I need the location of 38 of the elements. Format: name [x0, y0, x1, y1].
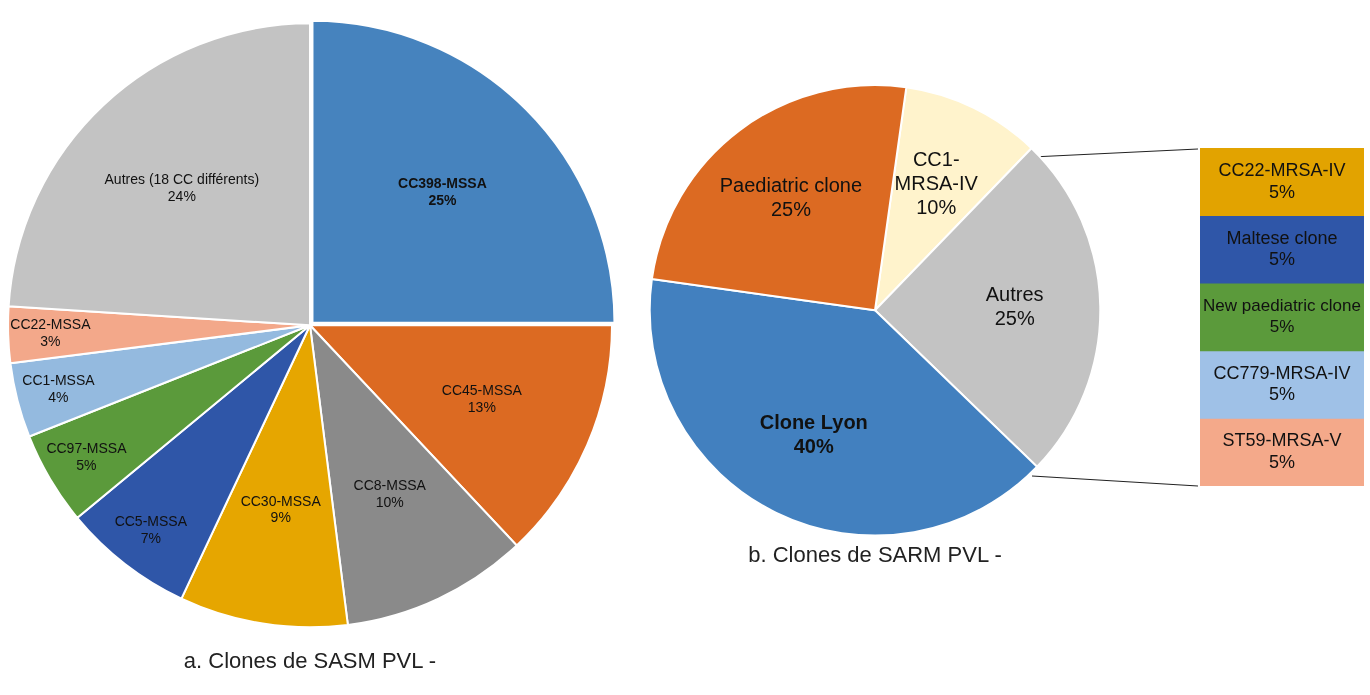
slice-label: CC5-MSSA — [114, 512, 188, 529]
data-label: 10% — [375, 493, 404, 510]
data-label: 13% — [467, 398, 496, 415]
data-label: 4% — [48, 389, 69, 406]
slice-label: Clone Lyon — [759, 411, 868, 434]
slice-label: CC30-MSSA — [240, 492, 322, 509]
data-label: 5% — [1268, 249, 1296, 270]
slice-label: CC1-MRSA-IV — [894, 148, 979, 195]
data-label: 5% — [1268, 384, 1296, 405]
data-label: 5% — [76, 456, 97, 473]
slice-label: Paediatric clone — [719, 174, 863, 197]
data-label: 3% — [40, 332, 61, 349]
data-label: 9% — [270, 509, 291, 526]
slice-label: Autres — [985, 283, 1044, 306]
slice-label: CC398-MSSA — [398, 175, 487, 192]
slice-label: Autres (18 CC différents) — [104, 171, 260, 188]
category-label: New paediatric clone — [1203, 295, 1361, 315]
slice-label: CC8-MSSA — [353, 477, 427, 494]
category-label: ST59-MRSA-V — [1222, 430, 1342, 451]
data-label: 7% — [140, 529, 161, 546]
category-label: CC779-MRSA-IV — [1213, 362, 1351, 383]
slice-label: CC97-MSSA — [46, 439, 128, 456]
data-label: 25% — [994, 307, 1035, 330]
category-label: CC22-MRSA-IV — [1218, 159, 1346, 180]
data-label: 25% — [428, 192, 457, 209]
slice-label: CC22-MSSA — [10, 315, 92, 332]
slice-label: CC45-MSSA — [441, 382, 523, 399]
data-label: 24% — [167, 188, 196, 205]
text: b. Clones de SARM PVL - — [748, 541, 1002, 567]
data-label: 25% — [770, 198, 812, 221]
data-label: 5% — [1268, 181, 1296, 202]
data-label: 5% — [1268, 451, 1296, 472]
category-label: Maltese clone — [1226, 227, 1338, 248]
data-label: 40% — [793, 435, 834, 458]
text: a. Clones de SASM PVL - — [183, 647, 437, 673]
data-label: 10% — [916, 196, 957, 219]
slice-label: CC1-MSSA — [22, 372, 96, 389]
data-label: 5% — [1269, 317, 1295, 337]
